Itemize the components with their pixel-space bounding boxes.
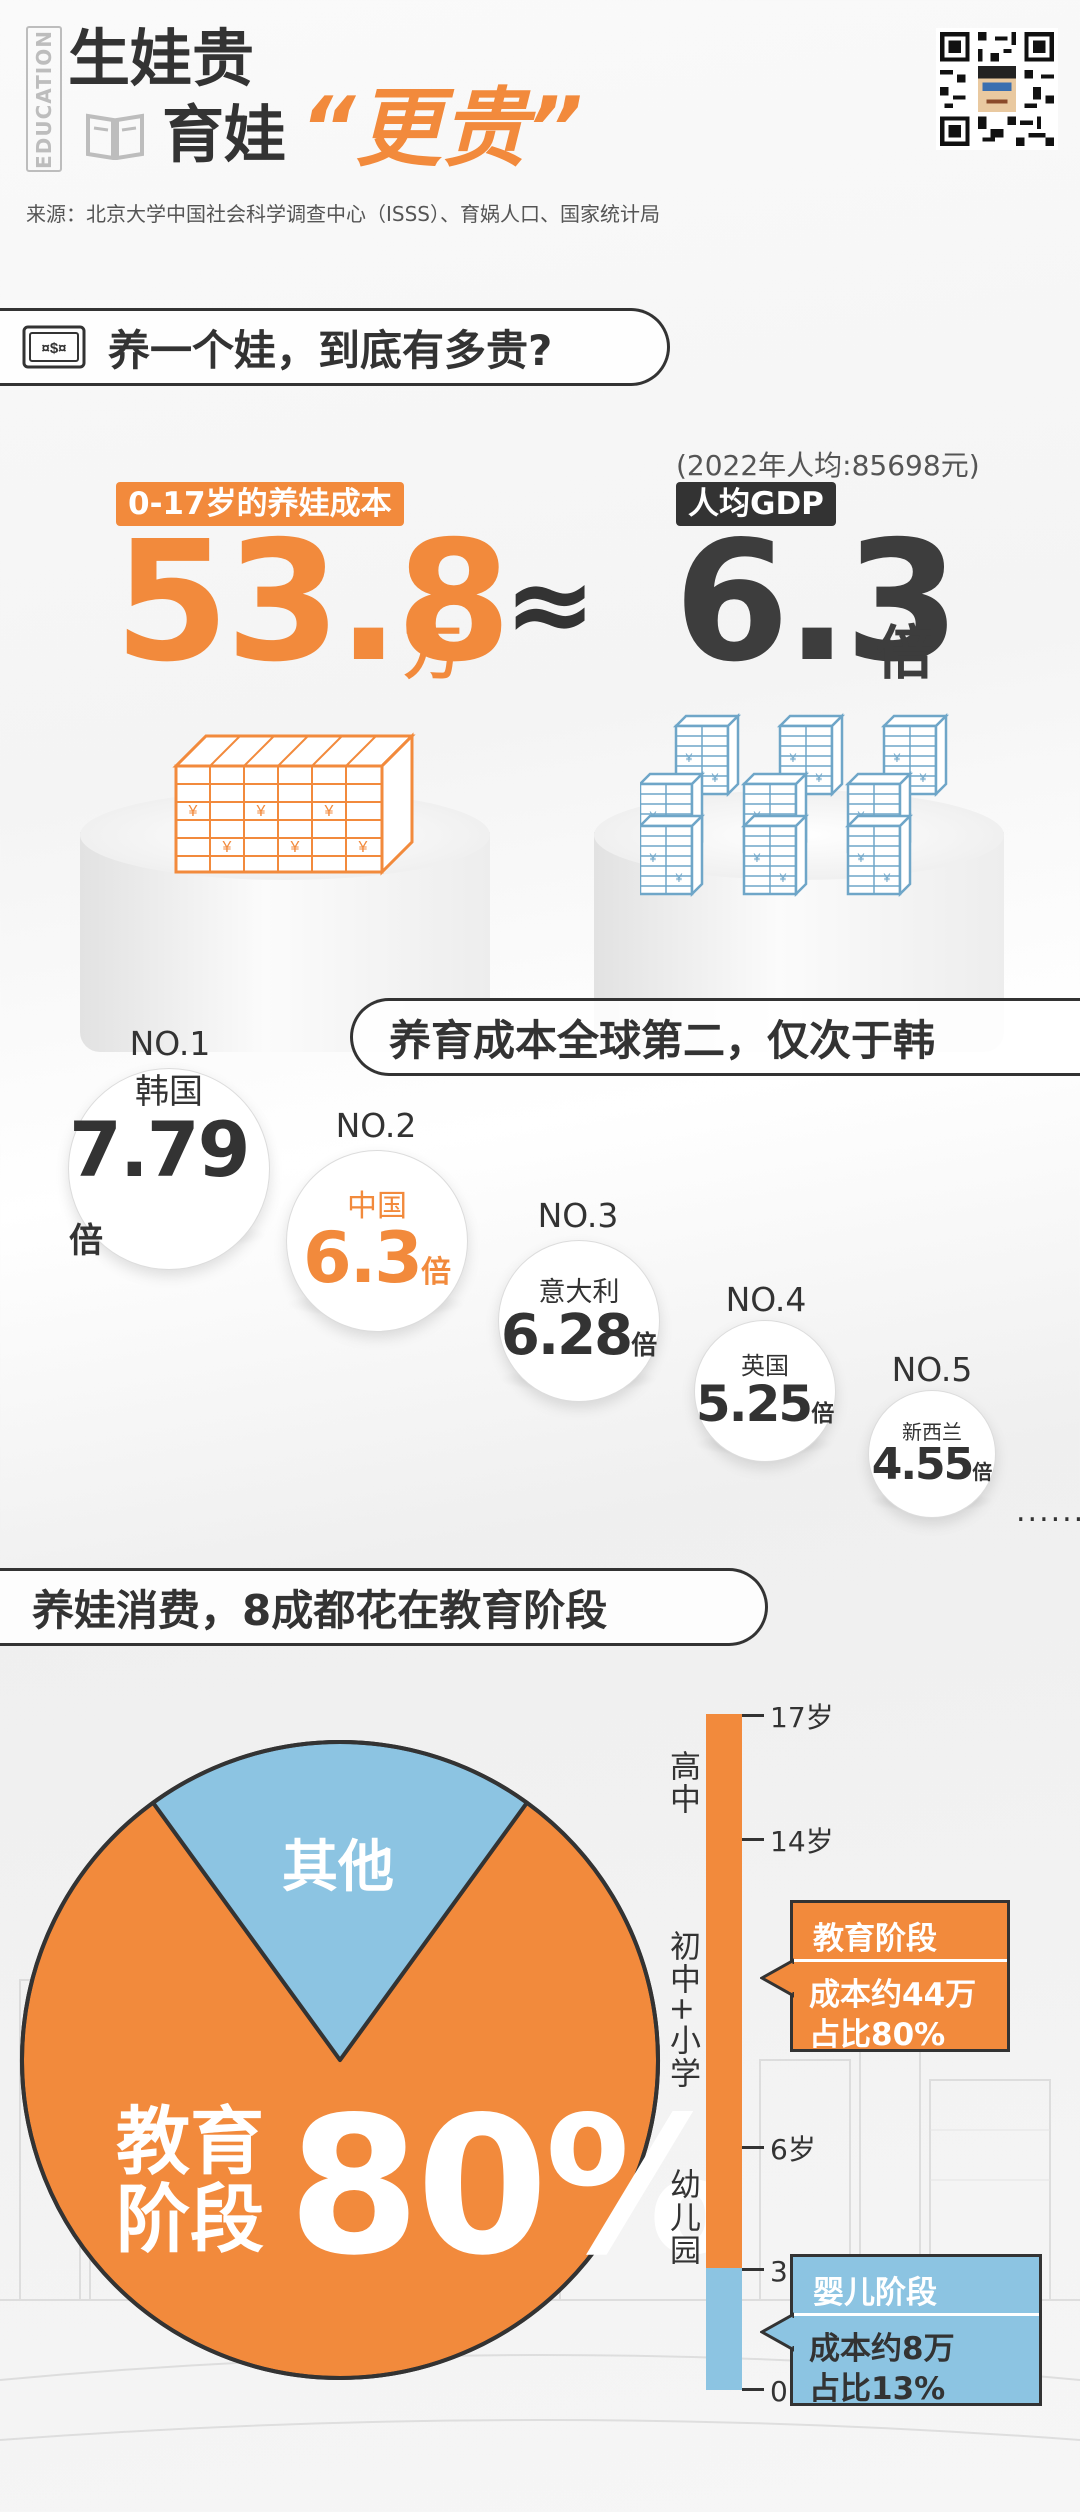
orange-cash-stack-icon: ¥ ¥ ¥ ¥ ¥ ¥ [172, 732, 416, 876]
callout-pointer [760, 1958, 794, 1998]
country-name: 新西兰 [902, 1420, 962, 1444]
callout-title: 教育阶段 [813, 1921, 937, 1957]
section-heading-cost-text: 养一个娃，到底有多贵? [108, 325, 553, 375]
svg-text:¥: ¥ [324, 803, 334, 820]
section-heading-cost: ¤$¤ 养一个娃，到底有多贵? [0, 308, 670, 386]
stage-label-primary-middle: 初中+小学 [664, 1930, 700, 2090]
callout-share: 占比80% [809, 2017, 946, 2053]
svg-text:¥: ¥ [290, 839, 300, 856]
rank-bubble-new-zealand: 新西兰 4.55倍 [868, 1390, 996, 1518]
source-citation: 来源：北京大学中国社会科学调查中心（ISSS）、育娲人口、国家统计局 [26, 202, 660, 226]
callout-infant-stage: 婴儿阶段 成本约8万 占比13% [790, 2254, 1042, 2407]
svg-text:¥: ¥ [188, 803, 198, 820]
pie-outline [20, 1740, 660, 2380]
rank-value: 5.25倍 [695, 1375, 835, 1434]
education-share-pie-chart [20, 1740, 660, 2380]
country-name: 英国 [741, 1351, 789, 1380]
timeline-tick [742, 1714, 764, 1717]
timeline-tick [742, 2388, 764, 2391]
child-cost-tag: 0-17岁的养娃成本 [116, 482, 404, 526]
rank-label: NO.4 [725, 1280, 807, 1319]
timeline-tick [742, 2146, 764, 2149]
child-cost-value: 53.8 [114, 506, 512, 699]
pie-label-education: 教育 阶段 [116, 2099, 276, 2263]
svg-text:¥: ¥ [358, 839, 368, 856]
rank-value: 6.3倍 [302, 1216, 451, 1299]
svg-text:¥: ¥ [256, 803, 266, 820]
gdp-per-capita-note: (2022年人均:85698元) [676, 449, 980, 482]
section-heading-education-text: 养娃消费，8成都花在教育阶段 [32, 1585, 608, 1635]
callout-cost: 成本约44万 [809, 1977, 977, 2013]
pie-label-other: 其他 [282, 1835, 394, 1900]
timeline-infant-segment [706, 2268, 742, 2390]
age-label: 14岁 [770, 1825, 834, 1858]
rank-bubble-italy: 意大利 6.28倍 [498, 1240, 660, 1402]
rank-bubble-korea: 韩国 7.79倍 [68, 1068, 270, 1270]
rank-bubble-uk: 英国 5.25倍 [694, 1320, 836, 1462]
timeline-education-segment [706, 1714, 742, 2268]
section-heading-education: 养娃消费，8成都花在教育阶段 [0, 1568, 768, 1646]
age-label: 17岁 [770, 1701, 834, 1734]
open-book-icon [86, 113, 144, 160]
approx-sign: ≈ [504, 540, 597, 668]
callout-pointer [760, 2312, 794, 2352]
callout-divider [793, 2313, 1039, 2316]
rank-value: 7.79倍 [69, 1104, 251, 1261]
callout-divider [793, 1959, 1007, 1962]
callout-education-stage: 教育阶段 成本约44万 占比80% [790, 1900, 1010, 2053]
country-name: 中国 [347, 1188, 407, 1224]
rank-label: NO.2 [335, 1106, 417, 1145]
country-name: 韩国 [135, 1072, 203, 1113]
callout-cost: 成本约8万 [809, 2331, 955, 2367]
education-side-text: EDUCATION [32, 29, 56, 169]
timeline-tick [742, 2268, 764, 2271]
timeline-tick [742, 1838, 764, 1841]
callout-share: 占比13% [809, 2371, 946, 2407]
blue-cash-stacks-icon: ¥ ¥ [640, 714, 948, 896]
svg-text:¥: ¥ [222, 839, 232, 856]
stage-label-kindergarten: 幼儿园 [664, 2168, 700, 2267]
pie-label-percent: 80% [288, 2076, 735, 2297]
title-line-1: 生娃贵 [68, 22, 255, 95]
money-bill-icon: ¤$¤ [22, 325, 86, 369]
svg-text:¤$¤: ¤$¤ [41, 340, 66, 357]
child-cost-unit: 万 [404, 619, 463, 687]
qr-code-icon [936, 28, 1058, 150]
education-side-label: EDUCATION [26, 26, 62, 172]
gdp-multiple-value: 6.3 [674, 506, 960, 699]
age-timeline [706, 1714, 742, 2390]
rank-label: NO.1 [129, 1024, 211, 1063]
pie-label-education-line-2: 阶段 [116, 2176, 264, 2263]
age-label: 6岁 [770, 2133, 816, 2166]
gdp-tag: 人均GDP [676, 482, 836, 526]
section-heading-ranking-text: 养育成本全球第二，仅次于韩 [389, 1015, 936, 1065]
rank-bubble-china: 中国 6.3倍 [286, 1150, 468, 1332]
rank-value: 6.28倍 [500, 1302, 658, 1368]
rank-label: NO.3 [537, 1196, 619, 1235]
stage-label-high-school: 高中 [664, 1750, 700, 1816]
rank-value: 4.55倍 [871, 1439, 993, 1490]
gdp-multiple-unit: 倍 [876, 619, 935, 687]
pie-label-education-line-1: 教育 [116, 2099, 264, 2185]
country-name: 意大利 [538, 1277, 620, 1309]
title-line-2: 育娃 [162, 98, 287, 171]
rank-label: NO.5 [891, 1350, 973, 1389]
title-emphasis: “更贵” [300, 79, 583, 179]
section-heading-ranking: 养育成本全球第二，仅次于韩 [350, 998, 1080, 1076]
callout-title: 婴儿阶段 [813, 2275, 937, 2311]
more-indicator: ...... [1016, 1494, 1080, 1529]
